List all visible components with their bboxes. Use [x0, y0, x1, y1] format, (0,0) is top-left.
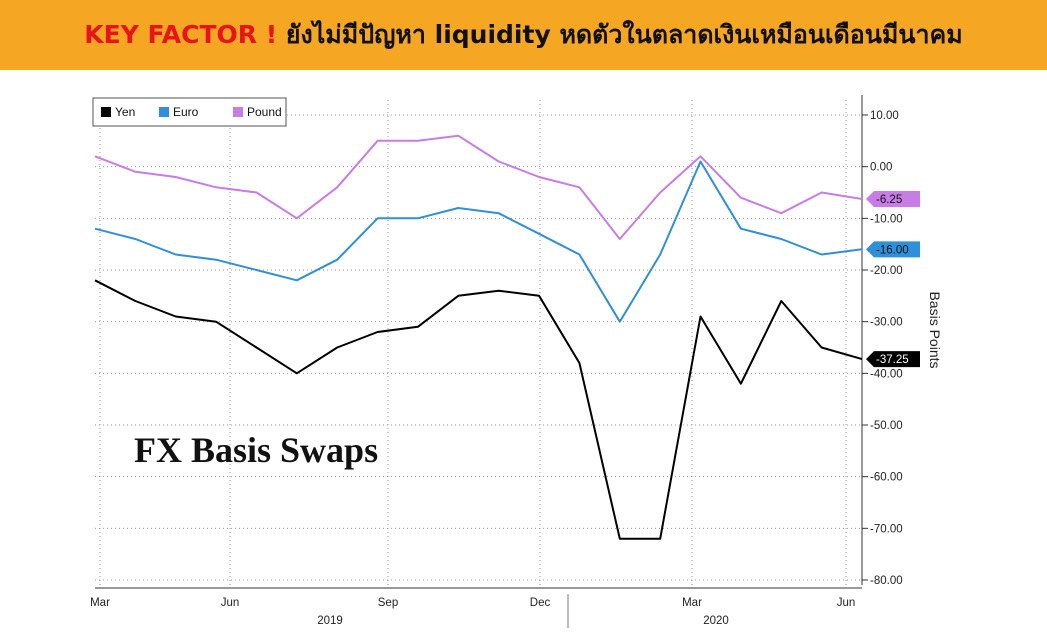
banner-headline: ยังไม่มีปัญหา liquidity หดตัวในตลาดเงินเ… [285, 20, 963, 49]
tag-value: -6.25 [876, 194, 902, 206]
y-tick-label: 0.00 [870, 162, 892, 174]
y-tick-label: -10.00 [870, 213, 903, 225]
banner-title: KEY FACTOR ! ยังไม่มีปัญหา liquidity หดต… [84, 15, 962, 55]
legend-swatch-euro [159, 107, 169, 117]
header-banner: KEY FACTOR ! ยังไม่มีปัญหา liquidity หดต… [0, 0, 1047, 70]
x-tick-label: Dec [530, 597, 551, 609]
y-tick-label: -60.00 [870, 472, 903, 484]
tag-value: -16.00 [876, 244, 909, 256]
banner-key-factor: KEY FACTOR ! [84, 20, 278, 49]
legend-swatch-pound [233, 107, 243, 117]
grid [95, 100, 862, 588]
legend-box [92, 97, 287, 127]
right-y-axis: 10.00 0.00 -10.00 -20.00 -30.00 -40.00 -50.00 -… [861, 95, 903, 587]
chart-title: FX Basis Swaps [134, 430, 378, 470]
legend: Yen Euro Pound [92, 97, 287, 127]
x-tick-label: Jun [221, 597, 240, 609]
legend-label-pound: Pound [247, 105, 282, 119]
x-tick-label: Mar [90, 597, 110, 609]
y-tick-label: -20.00 [870, 265, 903, 277]
legend-label-euro: Euro [173, 105, 199, 119]
x-year-label: 2019 [317, 615, 343, 627]
x-tick-label: Sep [378, 597, 398, 609]
x-tick-label: Jun [837, 597, 856, 609]
y-axis-label: Basis Points [927, 291, 943, 368]
y-tick-label: -30.00 [870, 317, 903, 329]
fx-basis-swaps-chart: 10.00 0.00 -10.00 -20.00 -30.00 -40.00 -50.00 -… [0, 70, 1047, 638]
series-lines [94, 134, 863, 540]
tag-euro: -16.00 [866, 241, 920, 258]
legend-swatch-yen [101, 107, 111, 117]
chart-svg: 10.00 0.00 -10.00 -20.00 -30.00 -40.00 -50.00 -… [90, 95, 943, 628]
tag-box [866, 351, 920, 368]
tag-pound: -6.25 [866, 190, 920, 207]
x-axis: Mar Jun Sep Dec Mar Jun 2019 2020 [90, 587, 862, 628]
y-tick-label: -70.00 [870, 523, 903, 535]
tag-box [866, 241, 920, 258]
legend-label-yen: Yen [115, 105, 135, 119]
series-line-yen [94, 279, 863, 540]
y-tick-label: -40.00 [870, 368, 903, 380]
y-tick-label: 10.00 [870, 110, 899, 122]
series-line-pound [94, 134, 863, 240]
tag-box [866, 190, 920, 207]
x-tick-label: Mar [682, 597, 702, 609]
y-tick-label: -80.00 [870, 575, 903, 587]
y-tick-label: -50.00 [870, 420, 903, 432]
tag-yen: -37.25 [866, 351, 920, 368]
series-line-euro [94, 160, 863, 323]
x-year-label: 2020 [703, 615, 729, 627]
last-value-tags: -37.25 -16.00 -6.25 [866, 190, 920, 368]
tag-value: -37.25 [876, 354, 909, 366]
